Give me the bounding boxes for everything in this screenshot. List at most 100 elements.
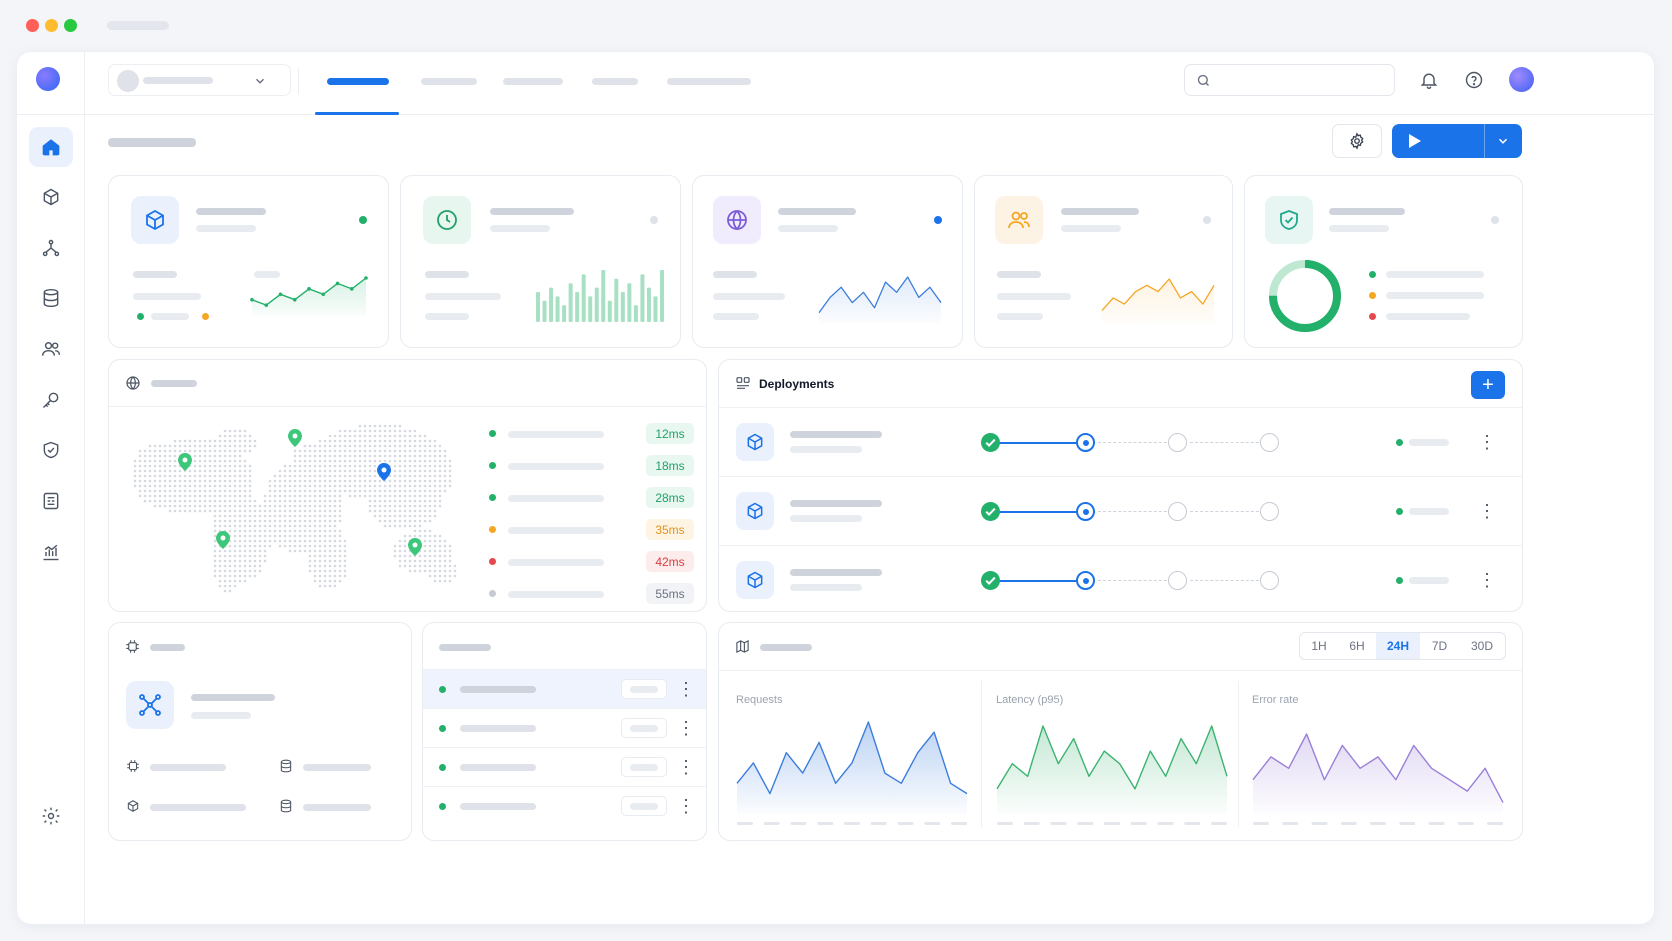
chevron-down-icon [1496, 134, 1510, 148]
more-options-icon[interactable]: ⋮ [1478, 570, 1496, 590]
sidebar-item-network[interactable] [29, 228, 73, 268]
map-dot [418, 554, 422, 558]
sidebar-item-reports[interactable] [29, 481, 73, 521]
more-options-icon[interactable]: ⋮ [1478, 432, 1496, 452]
range-button-7d[interactable]: 7D [1431, 639, 1448, 653]
deployment-row[interactable]: ⋮ [719, 408, 1522, 477]
map-pin-icon[interactable] [377, 463, 391, 481]
tab-5[interactable] [667, 64, 757, 96]
region-row[interactable]: 28ms [479, 487, 699, 509]
map-dot [343, 569, 347, 573]
sidebar-item-keys[interactable] [29, 380, 73, 420]
map-pin-icon[interactable] [288, 429, 302, 447]
map-dot [233, 554, 237, 558]
map-dot [318, 499, 322, 503]
chart-divider [981, 681, 982, 827]
deployment-row[interactable]: ⋮ [719, 477, 1522, 546]
region-row[interactable]: 18ms [479, 455, 699, 477]
region-row[interactable]: 35ms [479, 519, 699, 541]
map-dot [323, 579, 327, 583]
workspace-selector[interactable] [108, 64, 291, 96]
more-options-icon[interactable]: ⋮ [1478, 501, 1496, 521]
map-dot [243, 479, 247, 483]
sidebar-item-users[interactable] [29, 329, 73, 369]
map-dot [268, 519, 272, 523]
window-maximize-button[interactable] [64, 19, 77, 32]
range-button-6h[interactable]: 6H [1349, 639, 1365, 653]
more-options-icon[interactable]: ⋮ [677, 679, 695, 699]
map-dot [228, 529, 232, 533]
map-dot [283, 489, 287, 493]
map-dot [443, 454, 447, 458]
sidebar-item-analytics[interactable] [29, 532, 73, 572]
search-input[interactable] [1184, 64, 1395, 96]
user-avatar[interactable] [1509, 67, 1534, 92]
stat-card-traffic[interactable] [692, 175, 963, 348]
service-row[interactable]: ⋮ [423, 709, 706, 748]
more-options-icon[interactable]: ⋮ [677, 757, 695, 777]
stat-card-users[interactable] [974, 175, 1233, 348]
help-icon[interactable] [1463, 69, 1485, 91]
map-dot [363, 464, 367, 468]
map-dot [198, 454, 202, 458]
range-button-24h[interactable]: 24H [1376, 633, 1420, 659]
latency-badge: 35ms [646, 519, 694, 540]
map-dot [298, 539, 302, 543]
map-dot [228, 449, 232, 453]
bell-icon[interactable] [1418, 69, 1440, 91]
map-dot [188, 494, 192, 498]
map-dot [398, 484, 402, 488]
tab-overview[interactable] [315, 64, 399, 115]
storage-icon [279, 759, 293, 773]
run-options-button[interactable] [1485, 124, 1522, 158]
card-subtitle-placeholder [1329, 225, 1389, 232]
map-dot [278, 539, 282, 543]
more-options-icon[interactable]: ⋮ [677, 718, 695, 738]
map-dot [293, 454, 297, 458]
region-row[interactable]: 55ms [479, 583, 699, 605]
map-pin-icon[interactable] [408, 538, 422, 556]
region-row[interactable]: 42ms [479, 551, 699, 573]
service-row[interactable]: ⋮ [423, 787, 706, 826]
deployment-row[interactable]: ⋮ [719, 546, 1522, 611]
map-dot [423, 529, 427, 533]
card-divider [719, 407, 1522, 408]
sidebar-item-home[interactable] [29, 127, 73, 167]
window-minimize-button[interactable] [45, 19, 58, 32]
map-dot [143, 489, 147, 493]
stat-card-packages[interactable] [108, 175, 389, 348]
tab-2[interactable] [421, 64, 491, 96]
stat-card-uptime[interactable] [400, 175, 681, 348]
more-options-icon[interactable]: ⋮ [677, 796, 695, 816]
map-dot [243, 574, 247, 578]
map-dot [228, 494, 232, 498]
region-row[interactable]: 12ms [479, 423, 699, 445]
service-row[interactable]: ⋮ [423, 748, 706, 787]
map-dot [393, 524, 397, 528]
sidebar-item-packages[interactable] [29, 177, 73, 217]
sidebar-item-security[interactable] [29, 430, 73, 470]
run-button[interactable] [1392, 124, 1484, 158]
step-line-pending [1098, 580, 1172, 581]
map-pin-icon[interactable] [178, 453, 192, 471]
map-pin-icon[interactable] [216, 531, 230, 549]
map-dot [238, 534, 242, 538]
map-dot [443, 484, 447, 488]
settings-button[interactable] [1332, 124, 1382, 158]
service-row[interactable]: ⋮ [423, 670, 706, 709]
map-dot [193, 469, 197, 473]
range-button-30d[interactable]: 30D [1470, 639, 1493, 653]
map-dot [173, 499, 177, 503]
add-deployment-button[interactable]: + [1471, 371, 1505, 399]
sidebar-item-database[interactable] [29, 278, 73, 318]
tab-3[interactable] [503, 64, 573, 96]
range-button-1h[interactable]: 1H [1311, 639, 1327, 653]
tab-4[interactable] [592, 64, 652, 96]
stat-card-security[interactable] [1244, 175, 1523, 348]
sidebar-item-settings[interactable] [29, 796, 73, 836]
map-dot [308, 514, 312, 518]
window-close-button[interactable] [26, 19, 39, 32]
app-logo[interactable] [36, 67, 60, 91]
map-dot [233, 504, 237, 508]
data-point [321, 292, 326, 297]
